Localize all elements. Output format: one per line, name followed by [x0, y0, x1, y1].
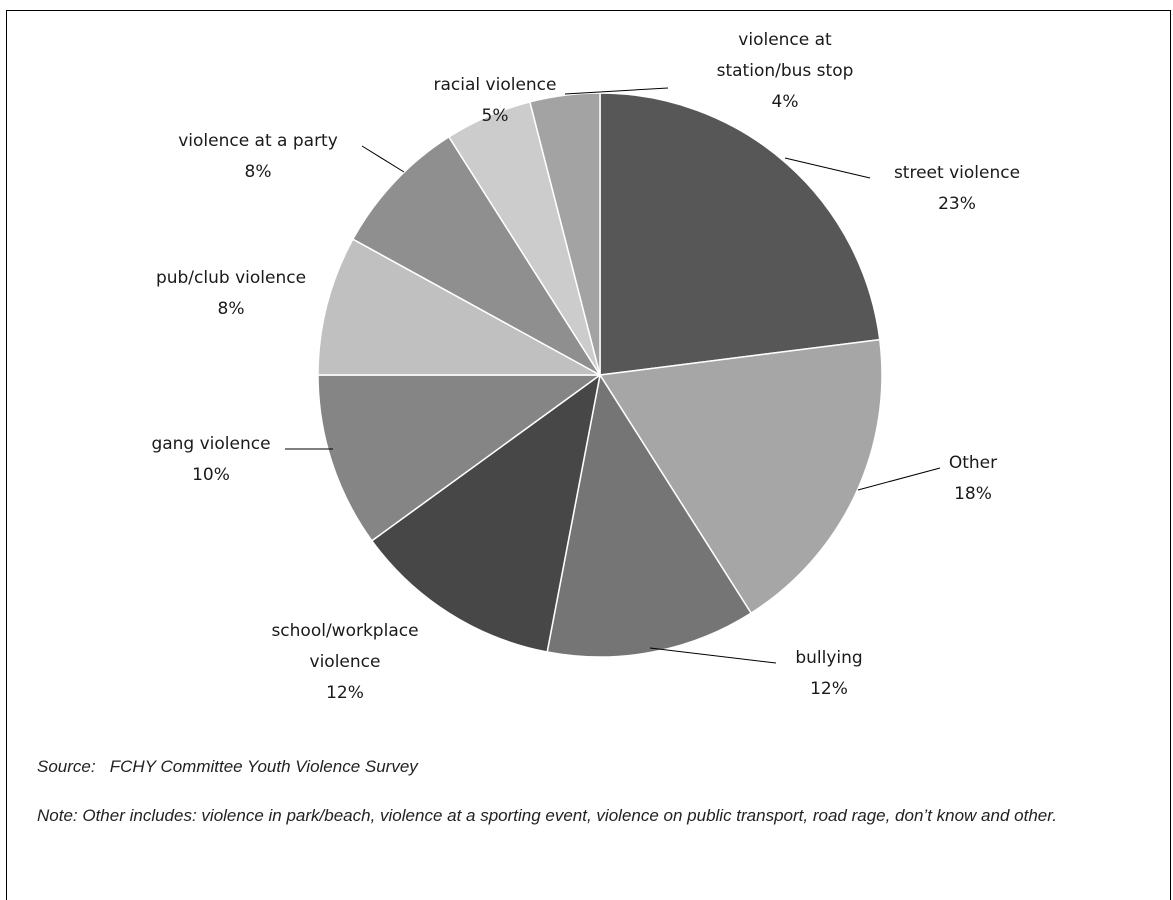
slice-label: bullying 12% — [795, 648, 862, 699]
slice-label: street violence 23% — [894, 163, 1020, 214]
leader-line — [857, 467, 941, 491]
pie-slice-other — [598, 338, 883, 615]
slice-label: pub/club violence 8% — [156, 268, 306, 319]
pie-slice-pub-club-violence — [317, 238, 601, 376]
figure-frame — [6, 10, 1171, 900]
source-note: Source: FCHY Committee Youth Violence Su… — [37, 757, 418, 776]
other-note: Note: Other includes: violence in park/b… — [37, 806, 1057, 825]
slice-label: gang violence 10% — [151, 434, 270, 485]
pie-chart: street violence 23% Other 18% bullying 12% sch… — [151, 30, 1020, 703]
slice-label: racial violence 5% — [434, 75, 557, 126]
pie-slice-violence-at-a-party — [351, 135, 601, 376]
pie-slice-gang-violence — [317, 374, 603, 542]
leader-line — [649, 647, 777, 664]
pie-slice-violence-at-station-bus-stop — [528, 92, 601, 376]
slice-label: violence at a party 8% — [178, 131, 338, 182]
slice-label: violence at station/bus stop 4% — [717, 30, 854, 112]
slice-label: school/workplace violence 12% — [271, 621, 418, 703]
pie-slice-school-workplace-violence — [370, 373, 602, 653]
pie-slice-street-violence — [599, 92, 881, 376]
leader-line — [361, 145, 405, 173]
slice-label: Other 18% — [949, 453, 997, 504]
pie-slice-bullying — [546, 372, 753, 658]
leader-line — [784, 157, 871, 179]
leader-line — [564, 87, 669, 95]
